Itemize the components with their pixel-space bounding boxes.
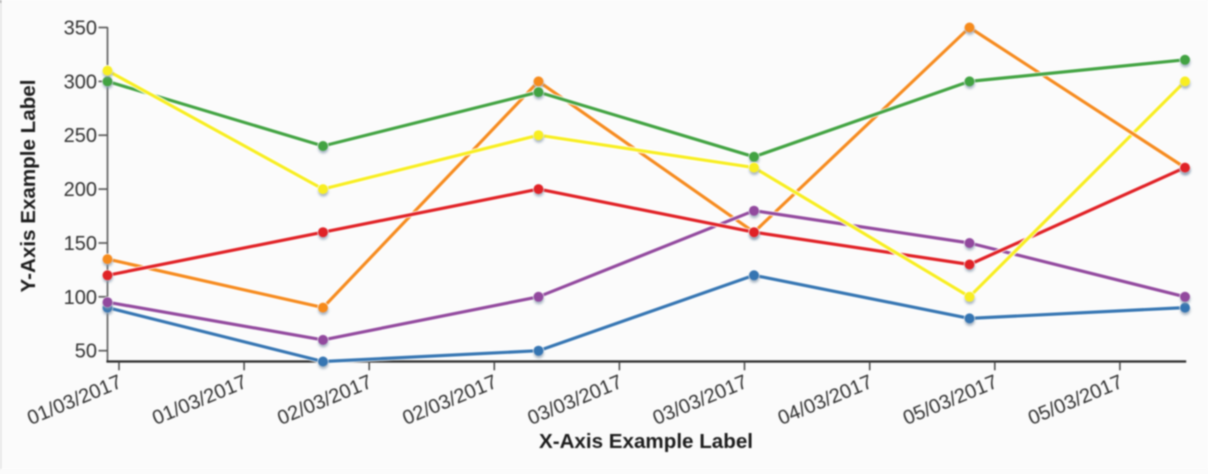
svg-text:300: 300 [64, 71, 97, 93]
svg-text:150: 150 [64, 233, 97, 255]
svg-text:100: 100 [64, 287, 97, 309]
svg-text:350: 350 [64, 18, 97, 40]
svg-text:X-Axis Example Label: X-Axis Example Label [539, 430, 753, 453]
svg-text:200: 200 [64, 179, 97, 201]
svg-text:250: 250 [64, 125, 97, 147]
svg-text:50: 50 [75, 341, 97, 363]
svg-text:Y-Axis Example Label: Y-Axis Example Label [17, 80, 40, 293]
